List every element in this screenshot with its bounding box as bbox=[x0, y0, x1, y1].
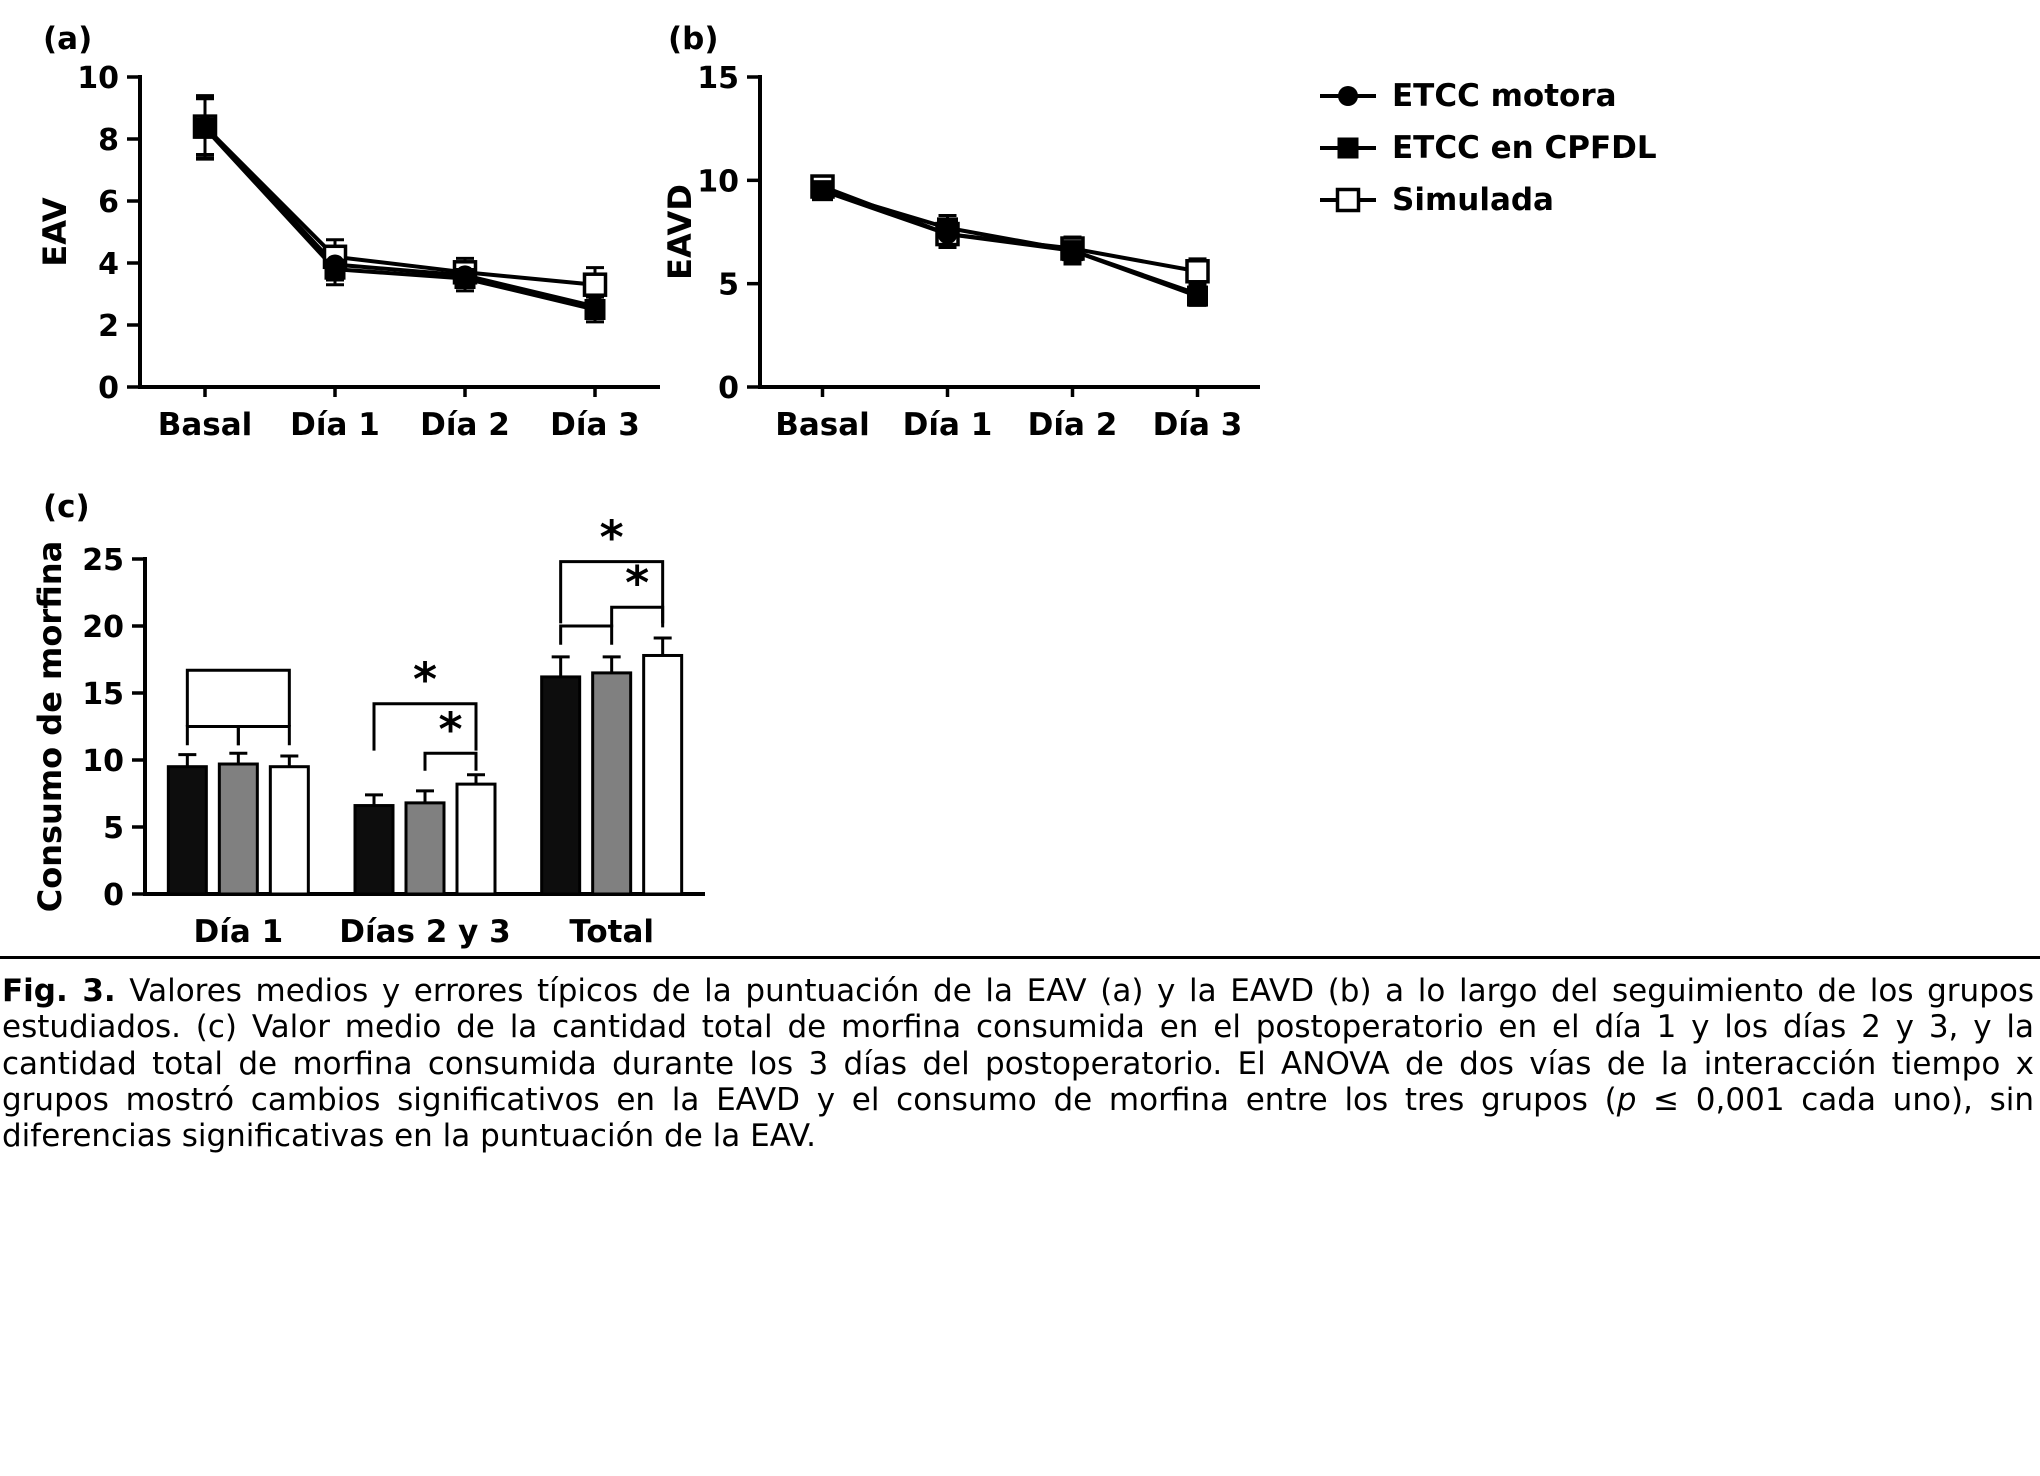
svg-text:Día 2: Día 2 bbox=[1028, 407, 1118, 443]
svg-text:25: 25 bbox=[82, 543, 124, 578]
eavd-line-chart: 0 5 10 15 EAVD Basal Día 1 Día 2 Día 3 bbox=[665, 61, 1260, 443]
svg-text:15: 15 bbox=[697, 61, 739, 96]
svg-text:Días 2 y 3: Días 2 y 3 bbox=[339, 914, 510, 950]
svg-text:4: 4 bbox=[98, 247, 119, 282]
svg-text:6: 6 bbox=[98, 185, 119, 220]
svg-text:Día 3: Día 3 bbox=[550, 407, 640, 443]
svg-text:Día 3: Día 3 bbox=[1153, 407, 1243, 443]
panel-a-label: (a) bbox=[43, 21, 93, 57]
panel-c-label: (c) bbox=[43, 489, 90, 525]
panel-b-label: (b) bbox=[668, 21, 719, 57]
svg-text:*: * bbox=[600, 511, 624, 565]
figure-caption-label: Fig. 3. bbox=[2, 973, 116, 1009]
svg-text:Día 1: Día 1 bbox=[194, 914, 284, 950]
filled-square-icon bbox=[1320, 137, 1376, 159]
svg-text:0: 0 bbox=[103, 878, 124, 913]
morphine-bar-chart: 0 5 10 15 20 25 Consumo de morfina Día 1 Días 2 … bbox=[35, 511, 705, 950]
svg-text:15: 15 bbox=[82, 677, 124, 712]
svg-text:Día 1: Día 1 bbox=[290, 407, 380, 443]
svg-text:5: 5 bbox=[718, 268, 739, 303]
legend-label: Simulada bbox=[1392, 182, 1554, 218]
panel-c: (c) 0 5 10 15 20 25 Consumo de morfina Día 1 Día… bbox=[25, 483, 735, 969]
svg-text:*: * bbox=[413, 653, 437, 707]
svg-text:20: 20 bbox=[82, 610, 124, 645]
eav-line-chart: 0 2 4 6 8 10 EAV Basal Día 1 Día 2 Día 3 bbox=[40, 61, 660, 443]
panel-b: (b) 0 5 10 15 EAVD Basal Día 1 Día 2 Día 3 bbox=[650, 15, 1285, 457]
svg-text:Basal: Basal bbox=[775, 407, 870, 443]
svg-text:10: 10 bbox=[77, 61, 119, 96]
legend-item-simulada: Simulada bbox=[1316, 182, 1657, 218]
figure-caption: Fig. 3. Valores medios y errores típicos… bbox=[0, 956, 2040, 1154]
svg-text:5: 5 bbox=[103, 811, 124, 846]
legend-label: ETCC en CPFDL bbox=[1392, 130, 1657, 166]
svg-text:8: 8 bbox=[98, 123, 119, 158]
legend-item-etcc-cpfdl: ETCC en CPFDL bbox=[1316, 130, 1657, 166]
svg-text:*: * bbox=[625, 556, 649, 610]
legend-item-etcc-motora: ETCC motora bbox=[1316, 78, 1657, 114]
figure-caption-text-2: ≤ 0,001 cada uno), sin diferencias signi… bbox=[2, 1081, 2035, 1155]
svg-text:Día 1: Día 1 bbox=[903, 407, 993, 443]
svg-text:0: 0 bbox=[718, 371, 739, 406]
svg-text:EAV: EAV bbox=[40, 197, 74, 266]
svg-text:10: 10 bbox=[82, 744, 124, 779]
svg-text:0: 0 bbox=[98, 371, 119, 406]
filled-circle-icon bbox=[1320, 86, 1376, 106]
open-square-icon bbox=[1320, 187, 1376, 213]
figure-caption-text-1: Valores medios y errores típicos de la p… bbox=[2, 973, 2034, 1118]
svg-text:10: 10 bbox=[697, 164, 739, 199]
svg-text:Total: Total bbox=[569, 914, 654, 950]
svg-text:Basal: Basal bbox=[158, 407, 253, 443]
chart-legend: ETCC motora ETCC en CPFDL Simulada bbox=[1316, 78, 1657, 234]
svg-text:EAVD: EAVD bbox=[665, 184, 699, 280]
panel-a: (a) 0 2 4 6 8 10 EAV Basal Día 1 Día 2 Día 3 bbox=[25, 15, 680, 457]
svg-text:2: 2 bbox=[98, 309, 119, 344]
figure-caption-p: p bbox=[1616, 1081, 1637, 1118]
svg-text:*: * bbox=[438, 702, 462, 756]
svg-text:Día 2: Día 2 bbox=[420, 407, 510, 443]
legend-label: ETCC motora bbox=[1392, 78, 1617, 114]
svg-text:Consumo de morfina: Consumo de morfina bbox=[35, 541, 69, 913]
